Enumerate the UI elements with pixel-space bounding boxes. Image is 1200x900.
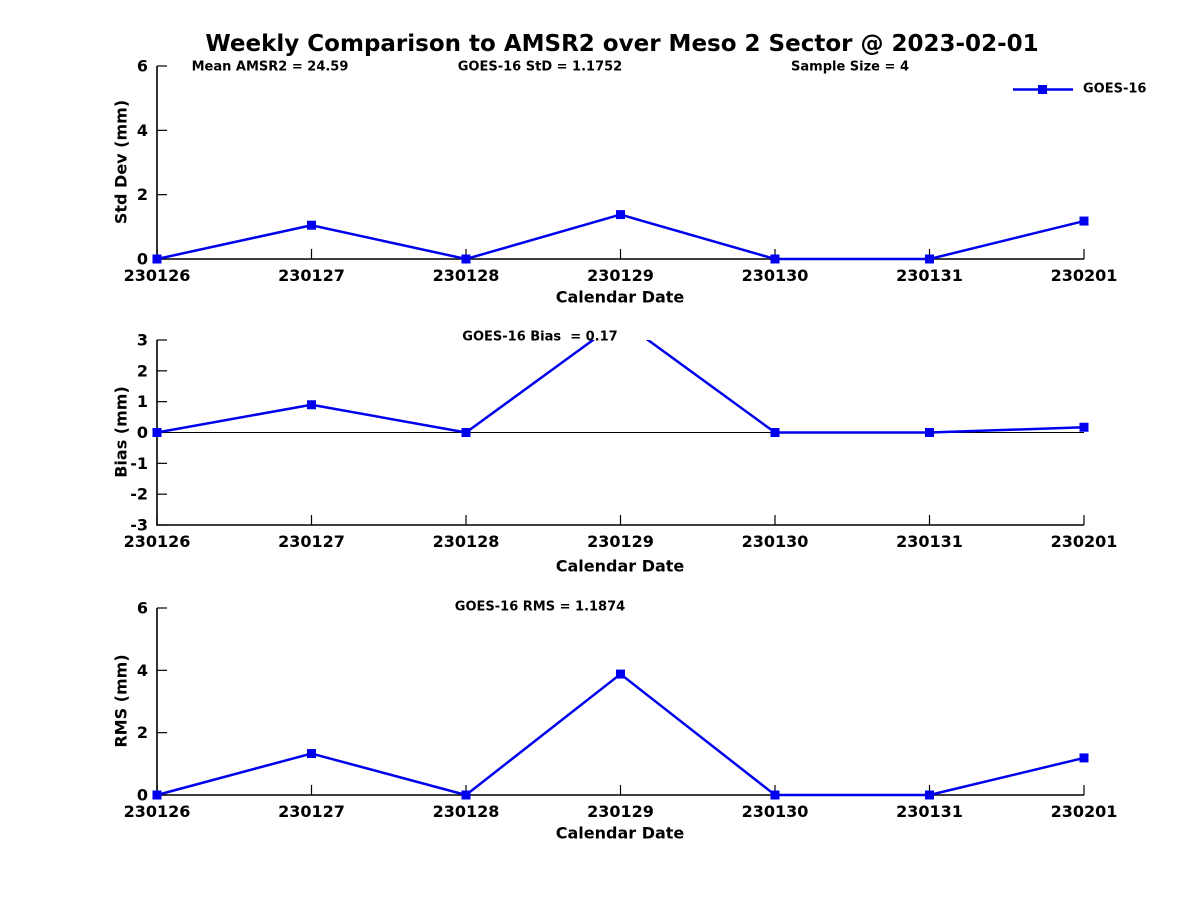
y-tick-label: 4 [137,661,148,680]
data-line [156,340,1085,434]
x-tick-label: 230130 [742,532,809,551]
axes-frame [156,340,1084,526]
x-tick-label: 230201 [1051,266,1118,285]
x-tick-label: 230126 [124,532,191,551]
x-tick-label: 230131 [896,266,963,285]
legend: GOES-16 [1012,82,1146,97]
data-point-marker [461,428,471,437]
data-line [156,672,1085,797]
y-tick-label: 0 [137,786,148,805]
bias-y-axis-label: Bias (mm) [111,386,131,478]
x-tick-label: 230130 [742,266,809,285]
x-tick-label: 230127 [278,532,345,551]
x-tick-label: 230201 [1051,532,1118,551]
axes-frame [156,66,1084,260]
y-tick-label: 0 [137,423,148,442]
legend-line-icon [1013,84,1073,94]
bias-x-axis-label: Calendar Date [555,556,685,576]
y-tick-label: -2 [130,485,148,504]
y-tick-label: 1 [137,392,148,411]
stddev-y-axis-label: Std Dev (mm) [111,99,131,225]
x-tick-label: 230128 [433,532,500,551]
stat-sample-size: Sample Size = 4 [791,59,909,75]
data-point-marker [152,790,162,800]
y-tick-label: 4 [137,121,148,140]
data-point-marker [925,428,934,437]
data-point-marker [770,790,780,800]
x-tick-label: 230126 [124,266,191,285]
y-tick-label: -3 [130,516,148,535]
data-point-marker [152,254,162,264]
y-tick-label: 2 [137,361,148,380]
axes-frame [156,608,1084,796]
y-tick-label: -1 [130,454,148,473]
data-point-marker [307,749,316,759]
x-tick-label: 230201 [1051,802,1118,821]
stat-goes16-rms: GOES-16 RMS = 1.1874 [454,599,626,615]
data-point-marker [307,400,316,410]
data-point-marker [616,315,625,324]
stat-goes16-bias: GOES-16 Bias = 0.17 [462,329,618,345]
x-tick-label: 230130 [742,802,809,821]
legend-label: GOES-16 [1083,81,1147,97]
rms-y-axis-label: RMS (mm) [111,654,131,748]
data-point-marker [461,790,471,800]
data-point-marker [1079,753,1089,763]
y-tick-label: 6 [137,599,148,618]
y-tick-label: 3 [137,331,148,350]
data-point-marker [770,428,780,437]
data-point-marker [307,220,316,230]
x-tick-label: 230126 [124,802,191,821]
x-tick-label: 230127 [278,802,345,821]
x-tick-label: 230128 [433,266,500,285]
data-point-marker [925,790,934,800]
data-point-marker [616,210,625,220]
data-point-marker [461,254,471,264]
x-tick-label: 230131 [896,532,963,551]
data-point-marker [616,669,625,679]
stat-mean-amsr2: Mean AMSR2 = 24.59 [191,59,349,75]
data-point-marker [925,254,934,264]
y-tick-label: 2 [137,723,148,742]
x-tick-label: 230129 [587,266,654,285]
data-point-marker [152,428,162,437]
y-tick-label: 2 [137,185,148,204]
x-tick-label: 230127 [278,266,345,285]
y-tick-label: 0 [137,250,148,269]
x-tick-label: 230129 [587,802,654,821]
y-tick-label: 6 [137,57,148,76]
data-point-marker [770,254,780,264]
x-tick-label: 230131 [896,802,963,821]
x-tick-label: 230129 [587,532,654,551]
figure-title: Weekly Comparison to AMSR2 over Meso 2 S… [205,31,1039,57]
rms-x-axis-label: Calendar Date [555,823,685,843]
stat-goes16-std: GOES-16 StD = 1.1752 [457,59,623,75]
x-tick-label: 230128 [433,802,500,821]
data-point-marker [1079,422,1089,432]
data-point-marker [1079,216,1089,226]
stddev-x-axis-label: Calendar Date [555,287,685,307]
